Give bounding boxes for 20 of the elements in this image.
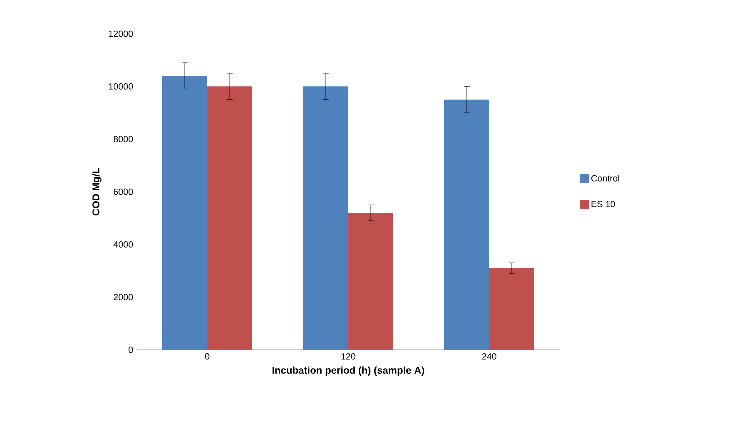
bar	[444, 100, 490, 350]
y-tick-label: 10000	[109, 83, 134, 90]
y-tick-label: 6000	[114, 188, 134, 196]
y-tick-label: 4000	[114, 241, 134, 248]
bar	[304, 86, 349, 350]
x-tick-label: 240	[482, 354, 497, 360]
x-axis-title: Incubation period (h) (sample A)	[272, 366, 424, 376]
bar	[208, 86, 253, 350]
y-axis-title: COD Mg/L	[92, 168, 102, 216]
bar	[162, 76, 208, 350]
bar	[490, 268, 535, 350]
y-tick-label: 8000	[114, 136, 134, 143]
y-tick-label: 12000	[109, 30, 134, 38]
bar	[348, 213, 394, 350]
y-tick-label: 2000	[114, 294, 134, 301]
legend-label: ES 10	[592, 201, 616, 208]
legend-label: Control	[592, 175, 620, 182]
x-tick-label: 120	[342, 354, 356, 360]
y-tick-label: 0	[128, 346, 134, 354]
x-tick-label: 0	[205, 354, 210, 360]
